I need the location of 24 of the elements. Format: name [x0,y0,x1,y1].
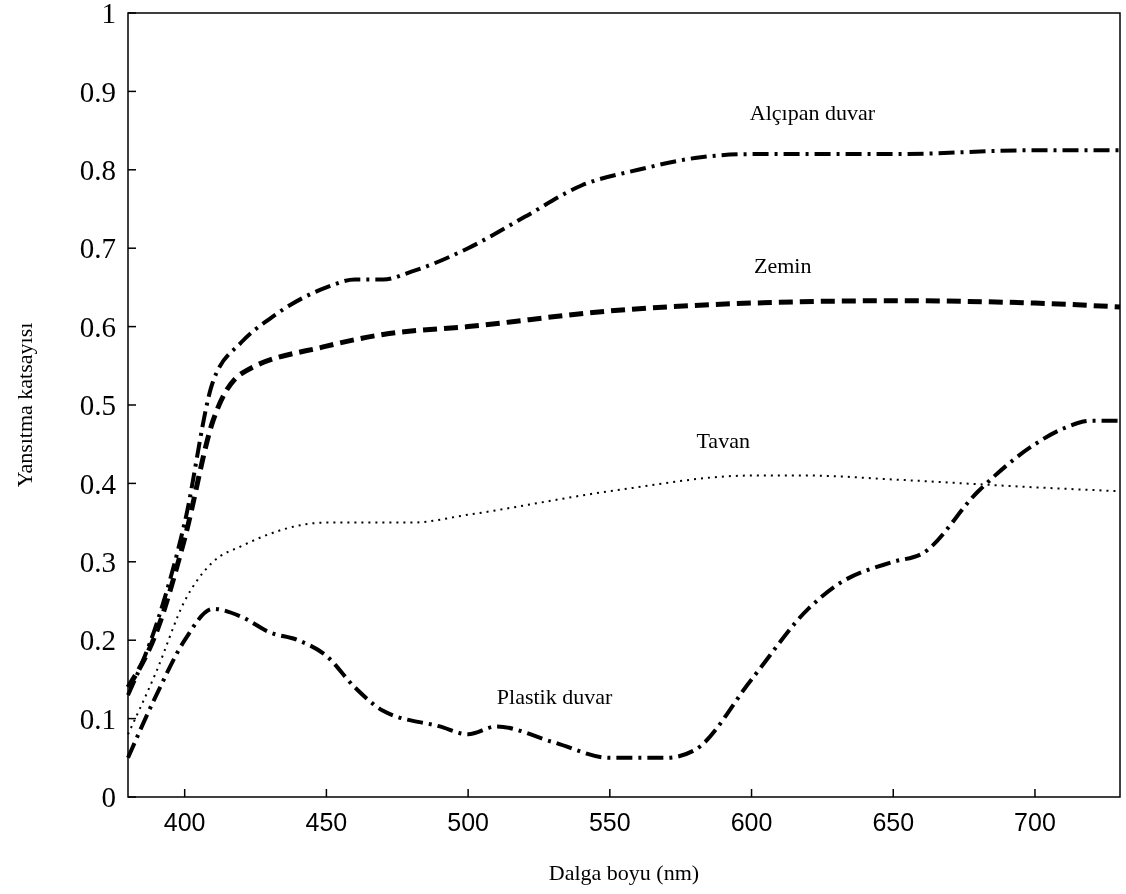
x-tick-label: 400 [163,808,206,836]
y-tick-label: 0.3 [79,545,116,578]
y-tick-label: 1 [101,0,116,30]
y-tick-label: 0.5 [79,389,116,422]
x-tick-label: 600 [730,808,773,836]
x-tick-label: 700 [1014,808,1056,836]
series-label: Alçıpan duvar [749,100,876,126]
y-tick-label: 0.4 [79,467,117,500]
y-tick-label: 0.7 [79,232,116,265]
y-tick-label: 0.6 [79,310,116,343]
series-label: Plastik duvar [496,684,613,710]
x-tick-label: 450 [305,808,348,836]
x-tick-label: 650 [872,808,915,836]
series-label: Tavan [696,427,750,453]
x-tick-label: 500 [447,808,489,836]
series-label: Zemin [754,253,812,279]
x-tick-label: 550 [588,808,631,836]
y-tick-label: 0.8 [79,153,116,186]
y-tick-label: 0.2 [79,624,116,657]
y-tick-label: 0.9 [79,75,116,108]
y-tick-label: 0.1 [79,702,116,735]
x-axis-title: Dalga boyu (nm) [548,860,700,885]
y-tick-label: 0 [101,781,116,814]
y-axis-title: Yansıtma katsayısı [12,322,37,488]
